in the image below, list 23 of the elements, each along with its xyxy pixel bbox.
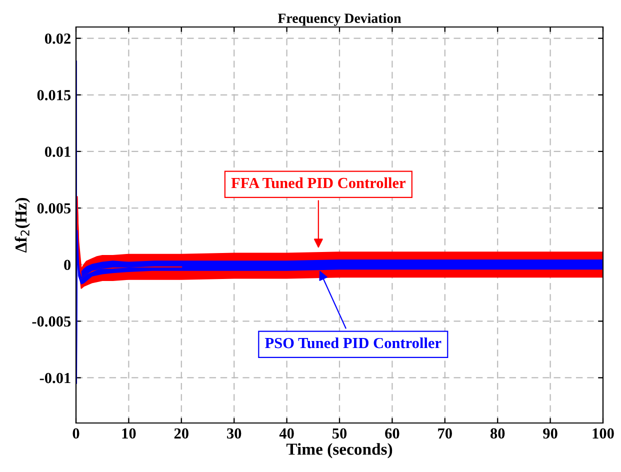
y-axis-title: Δf$_{2}$(Hz) — [14, 198, 30, 253]
x-tick-label: 90 — [543, 428, 558, 439]
x-tick-label: 70 — [438, 428, 452, 439]
y-tick-label: -0.01 — [40, 372, 70, 384]
x-tick-label: 80 — [490, 428, 505, 439]
chart-title: Frequency Deviation — [278, 13, 402, 26]
annotation: FFA Tuned PID Controller — [231, 177, 406, 188]
y-tick-label: -0.005 — [32, 316, 71, 327]
y-tick-label: 0.01 — [44, 146, 70, 157]
y-tick-label: 0.005 — [37, 203, 71, 214]
y-tick-label: 0 — [64, 260, 71, 270]
x-tick-label: 60 — [385, 428, 400, 439]
x-tick-label: 100 — [592, 428, 614, 439]
annotation: PSO Tuned PID Controller — [265, 337, 442, 348]
y-tick-label: 0.02 — [44, 33, 70, 44]
x-tick-label: 50 — [332, 428, 347, 439]
x-tick-label: 30 — [227, 428, 242, 439]
x-tick-label: 40 — [279, 428, 294, 439]
y-tick-label: 0.015 — [37, 90, 71, 100]
x-tick-label: 0 — [72, 428, 80, 439]
x-axis-title: Time (seconds) — [286, 443, 392, 458]
x-tick-label: 10 — [122, 428, 136, 439]
x-tick-label: 20 — [174, 428, 188, 439]
